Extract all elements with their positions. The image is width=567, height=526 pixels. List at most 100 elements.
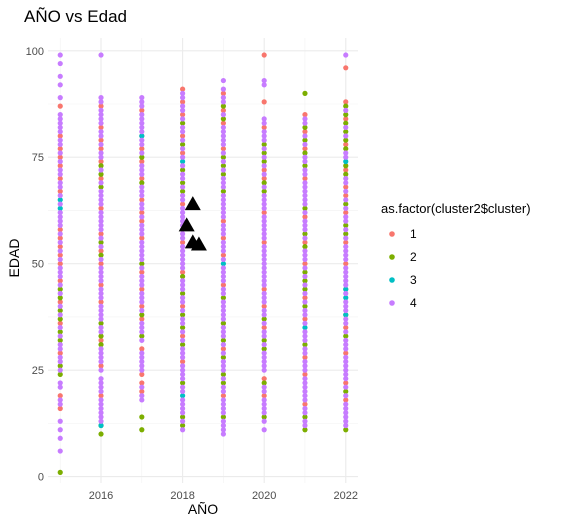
data-point-cluster-1 (57, 227, 63, 233)
data-point-cluster-4 (261, 273, 267, 280)
data-point-cluster-4 (302, 158, 308, 165)
data-point-cluster-2 (302, 414, 308, 420)
data-point-cluster-4 (139, 329, 145, 335)
data-point-cluster-4 (180, 107, 186, 113)
data-point-cluster-2 (302, 163, 308, 169)
data-point-cluster-1 (139, 218, 145, 224)
data-point-cluster-2 (57, 469, 63, 475)
data-point-cluster-4 (139, 163, 145, 169)
data-point-cluster-4 (220, 427, 226, 433)
data-point-cluster-4 (98, 116, 104, 122)
data-point-cluster-1 (57, 175, 63, 182)
data-point-cluster-2 (180, 380, 186, 386)
data-point-cluster-4 (57, 312, 63, 318)
data-point-cluster-1 (180, 333, 186, 339)
data-point-cluster-4 (57, 158, 63, 165)
data-point-cluster-4 (343, 359, 349, 365)
data-point-cluster-2 (302, 269, 308, 275)
data-point-cluster-1 (98, 103, 104, 109)
data-point-cluster-4 (139, 363, 145, 369)
data-point-cluster-2 (261, 141, 267, 148)
data-point-cluster-4 (261, 354, 267, 360)
data-point-cluster-4 (180, 367, 186, 373)
data-point-cluster-4 (98, 329, 104, 335)
data-point-cluster-1 (220, 252, 226, 258)
data-point-cluster-4 (220, 316, 226, 322)
data-point-cluster-4 (139, 120, 145, 126)
data-point-cluster-4 (98, 350, 104, 356)
data-point-cluster-2 (261, 337, 267, 343)
data-point-cluster-4 (139, 320, 145, 326)
data-point-cluster-2 (180, 290, 186, 297)
data-point-cluster-2 (220, 163, 226, 169)
data-point-cluster-4 (139, 167, 145, 173)
y-tick-label: 100 (26, 46, 44, 58)
data-point-cluster-4 (343, 342, 349, 348)
data-point-cluster-4 (57, 95, 63, 101)
data-point-cluster-4 (98, 209, 104, 216)
data-point-cluster-1 (343, 350, 349, 356)
data-point-cluster-2 (57, 286, 63, 292)
data-point-cluster-2 (98, 184, 104, 190)
legend-label-4: 4 (410, 296, 417, 310)
data-point-cluster-4 (302, 116, 308, 122)
data-point-cluster-4 (180, 261, 186, 267)
data-point-cluster-4 (220, 244, 226, 250)
data-point-cluster-4 (343, 52, 349, 58)
data-point-cluster-1 (261, 239, 267, 246)
data-point-cluster-4 (302, 201, 308, 207)
data-point-cluster-4 (180, 384, 186, 390)
data-point-cluster-2 (180, 180, 186, 186)
data-point-cluster-4 (180, 337, 186, 343)
data-point-cluster-4 (302, 380, 308, 386)
data-point-cluster-4 (220, 367, 226, 373)
data-point-cluster-2 (180, 167, 186, 173)
data-point-cluster-1 (139, 197, 145, 203)
data-point-cluster-4 (302, 180, 308, 186)
data-point-cluster-4 (220, 312, 226, 318)
data-point-cluster-1 (139, 303, 145, 309)
data-point-cluster-4 (98, 129, 104, 135)
data-point-cluster-4 (261, 290, 267, 297)
data-point-cluster-4 (302, 273, 308, 280)
data-point-cluster-4 (180, 103, 186, 109)
data-point-cluster-3 (139, 133, 145, 139)
data-point-cluster-1 (139, 209, 145, 216)
data-point-cluster-4 (139, 99, 145, 105)
legend-key-1 (389, 231, 395, 237)
data-point-cluster-1 (139, 346, 145, 352)
data-point-cluster-4 (180, 376, 186, 382)
data-point-cluster-4 (180, 427, 186, 433)
data-point-cluster-4 (261, 146, 267, 152)
data-point-cluster-2 (220, 295, 226, 301)
data-point-cluster-2 (98, 333, 104, 339)
data-point-cluster-1 (302, 371, 308, 378)
data-point-cluster-4 (261, 205, 267, 211)
data-point-cluster-4 (98, 244, 104, 250)
centroid-triangle (190, 236, 207, 251)
data-point-cluster-4 (57, 82, 63, 88)
data-point-cluster-4 (220, 329, 226, 335)
data-point-cluster-4 (57, 397, 63, 403)
data-point-cluster-4 (98, 405, 104, 412)
data-point-cluster-1 (98, 158, 104, 165)
data-point-cluster-4 (302, 154, 308, 160)
data-point-cluster-4 (57, 214, 63, 220)
data-point-cluster-4 (57, 401, 63, 407)
data-point-cluster-4 (302, 405, 308, 412)
data-point-cluster-4 (302, 218, 308, 224)
data-point-cluster-2 (302, 286, 308, 292)
data-point-cluster-2 (343, 171, 349, 177)
data-point-cluster-4 (261, 184, 267, 190)
data-point-cluster-4 (180, 244, 186, 250)
data-point-cluster-4 (261, 333, 267, 339)
data-point-cluster-4 (220, 124, 226, 131)
data-point-cluster-4 (302, 188, 308, 194)
data-point-cluster-4 (57, 273, 63, 280)
data-point-cluster-4 (302, 252, 308, 258)
data-point-cluster-2 (180, 188, 186, 194)
data-point-cluster-4 (261, 77, 267, 84)
data-point-cluster-2 (98, 342, 104, 348)
data-point-cluster-4 (98, 410, 104, 416)
data-point-cluster-2 (220, 116, 226, 122)
